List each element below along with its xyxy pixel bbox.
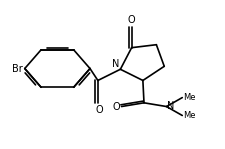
Text: Me: Me xyxy=(183,111,196,120)
Text: O: O xyxy=(95,105,103,115)
Text: N: N xyxy=(167,101,175,111)
Text: N: N xyxy=(112,59,119,69)
Text: Me: Me xyxy=(183,93,196,102)
Text: Br: Br xyxy=(12,63,23,74)
Text: O: O xyxy=(128,15,135,25)
Text: O: O xyxy=(112,102,120,112)
